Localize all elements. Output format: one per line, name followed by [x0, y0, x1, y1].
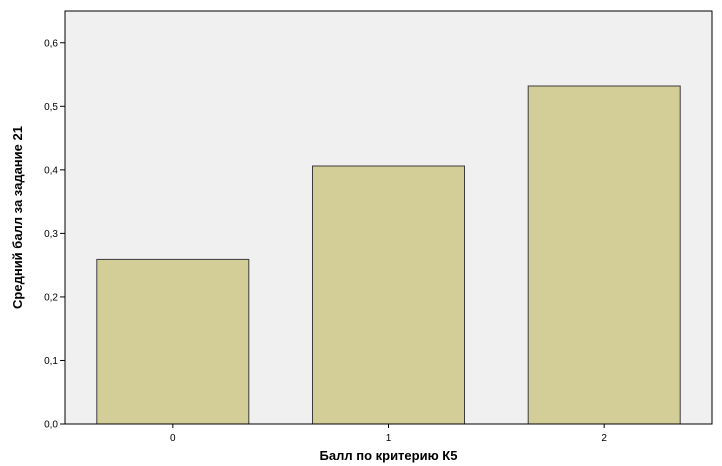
x-axis-title: Балл по критерию К5	[320, 448, 458, 463]
y-tick-label-0: 0,0	[44, 420, 58, 431]
bar-1	[312, 165, 465, 425]
bar-2	[527, 85, 681, 425]
y-tick-label-3: 0,3	[44, 229, 58, 240]
bars-layer	[96, 85, 681, 425]
x-tick-label-0: 0	[170, 433, 176, 444]
y-tick-label-2: 0,2	[44, 292, 58, 303]
y-axis-title: Средний балл за задание 21	[10, 126, 25, 309]
x-tick-label-1: 1	[386, 433, 392, 444]
x-tick-label-2: 2	[601, 433, 607, 444]
bar-0	[96, 258, 250, 425]
y-tick-label-5: 0,5	[44, 102, 58, 113]
y-tick-label-1: 0,1	[44, 356, 58, 367]
x-axis-ticks: 0 1 2	[170, 424, 607, 444]
y-axis-ticks: 0,0 0,1 0,2 0,3 0,4 0,5 0,6	[44, 38, 65, 431]
y-tick-label-6: 0,6	[44, 38, 58, 49]
y-tick-label-4: 0,4	[44, 165, 58, 176]
